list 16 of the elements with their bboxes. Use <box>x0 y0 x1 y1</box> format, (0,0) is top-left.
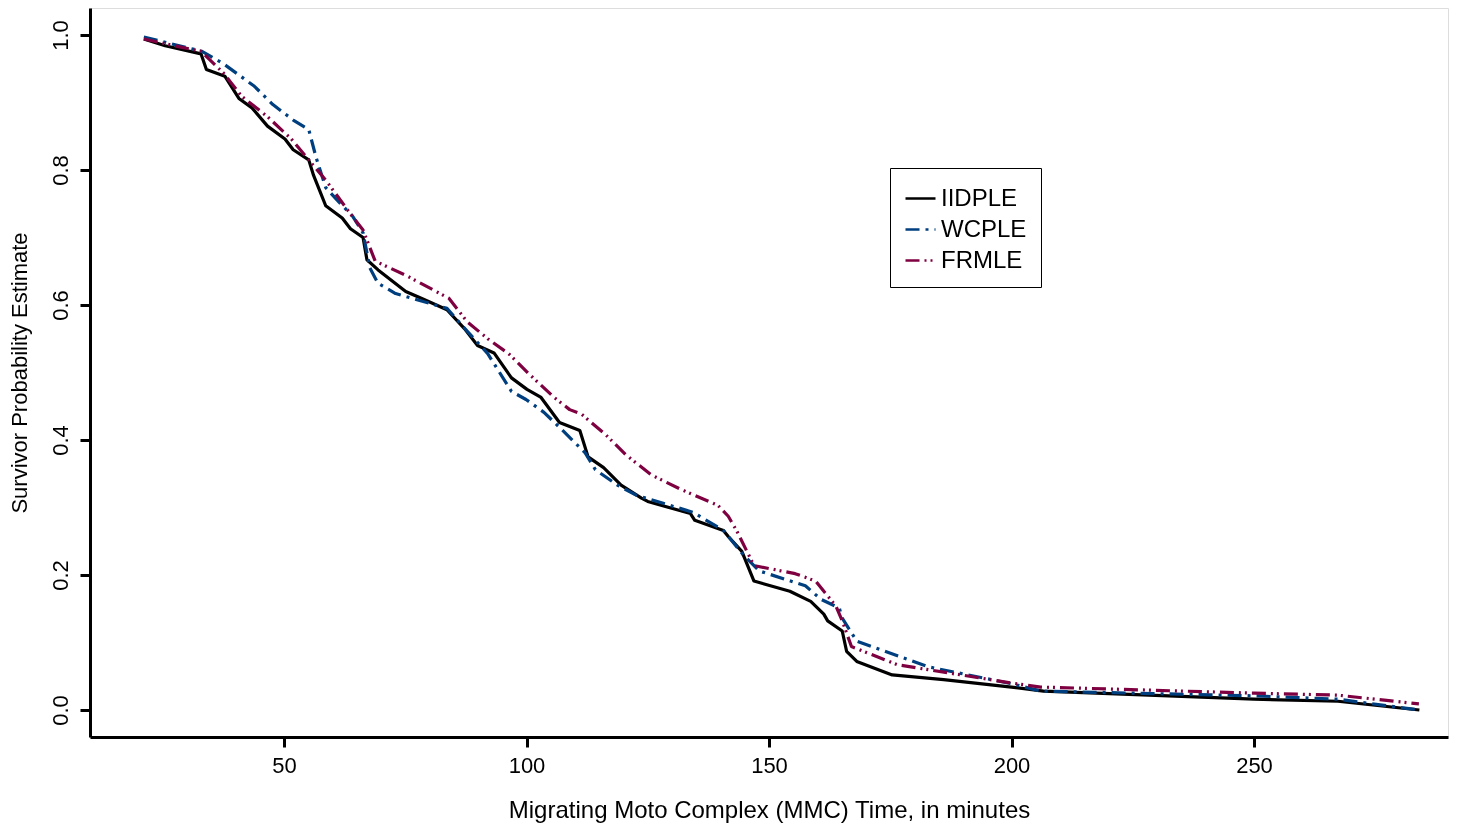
x-tick-label: 150 <box>751 752 788 778</box>
x-tick-label: 250 <box>1236 752 1273 778</box>
legend-label: IIDPLE <box>941 183 1018 211</box>
y-tick-label: 0.4 <box>47 425 73 456</box>
x-tick-label: 50 <box>272 752 297 778</box>
x-tick-label: 200 <box>993 752 1031 778</box>
y-tick-label: 0.6 <box>47 290 73 321</box>
y-axis-title: Survivor Probability Estimate <box>6 232 32 514</box>
x-tick-label: 100 <box>508 752 546 778</box>
y-tick-label: 0.2 <box>47 560 73 591</box>
y-tick-label: 0.8 <box>47 155 73 186</box>
y-tick-label: 1.0 <box>47 20 73 51</box>
legend-label: FRMLE <box>941 245 1023 273</box>
y-tick-label: 0.0 <box>47 695 73 726</box>
legend-label: WCPLE <box>941 214 1027 242</box>
x-axis-title: Migrating Moto Complex (MMC) Time, in minutes <box>508 795 1031 823</box>
